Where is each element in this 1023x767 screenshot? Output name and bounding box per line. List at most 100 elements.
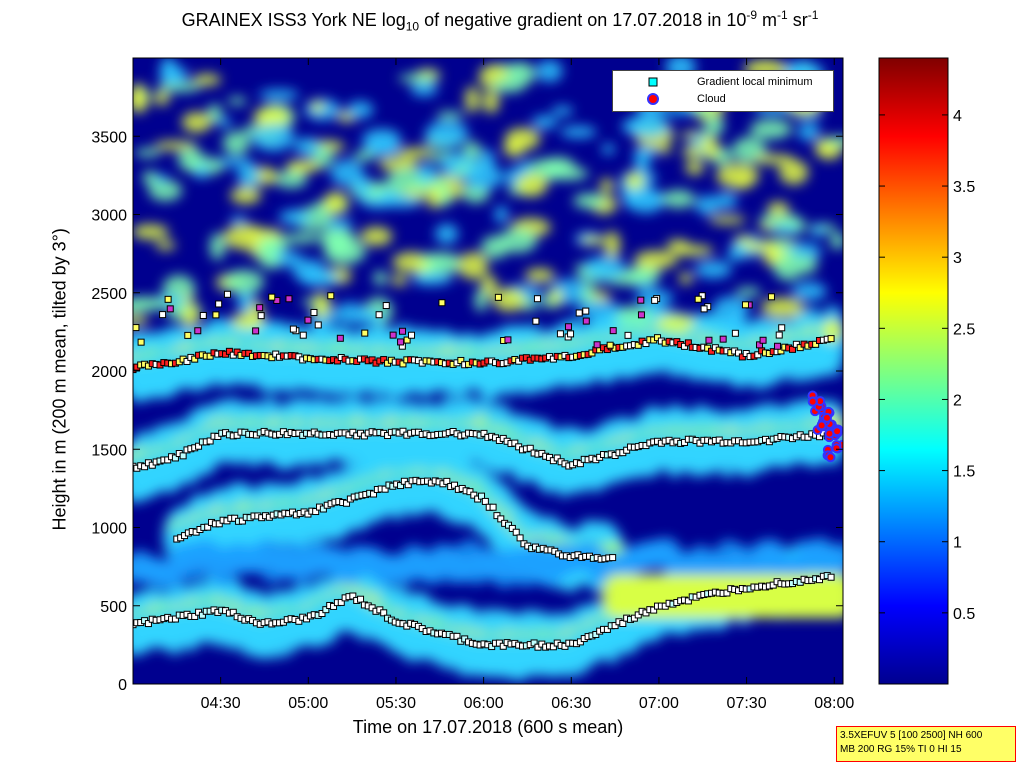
heatmap-upper-blob bbox=[373, 270, 387, 286]
gradient-minimum-marker bbox=[381, 485, 389, 493]
gradient-minimum-marker bbox=[198, 611, 206, 619]
heatmap-upper-blob bbox=[292, 259, 326, 283]
title-log-base: 10 bbox=[405, 19, 420, 34]
gradient-minimum-marker bbox=[778, 324, 786, 332]
gradient-minimum-marker bbox=[330, 602, 338, 610]
heatmap-upper-blob bbox=[155, 240, 176, 251]
title-exp3: -1 bbox=[807, 8, 819, 22]
gradient-minimum-marker bbox=[257, 312, 265, 320]
heatmap-upper-blob bbox=[330, 159, 364, 187]
gradient-minimum-marker bbox=[268, 293, 276, 301]
gradient-minimum-marker bbox=[530, 639, 538, 647]
x-tick-label: 06:00 bbox=[464, 695, 504, 712]
heatmap-upper-blob bbox=[824, 136, 843, 146]
gradient-minimum-marker bbox=[349, 428, 357, 436]
heatmap-upper-blob bbox=[287, 160, 322, 173]
gradient-minimum-marker bbox=[827, 335, 835, 343]
heatmap-upper-blob bbox=[681, 145, 705, 158]
gradient-minimum-marker bbox=[399, 327, 407, 335]
heatmap-upper-blob bbox=[749, 119, 793, 140]
heatmap-upper-blob bbox=[230, 215, 247, 224]
heatmap-upper-blob bbox=[679, 272, 693, 285]
heatmap-upper-blob bbox=[354, 175, 371, 198]
gradient-minimum-marker bbox=[223, 290, 231, 298]
heatmap-upper-blob bbox=[536, 59, 563, 83]
cloud-marker bbox=[807, 396, 818, 407]
legend: Gradient local minimum Cloud bbox=[612, 70, 834, 112]
gradient-minimum-marker bbox=[576, 460, 584, 468]
heatmap-upper-blob bbox=[624, 171, 645, 190]
y-tick-label: 3500 bbox=[91, 129, 127, 146]
gradient-minimum-marker bbox=[382, 302, 390, 310]
heatmap-upper-blob bbox=[435, 223, 459, 245]
heatmap-upper-blob bbox=[281, 233, 322, 244]
heatmap-upper-blob bbox=[360, 226, 393, 246]
gradient-minimum-marker bbox=[191, 355, 199, 363]
heatmap-upper-blob bbox=[644, 193, 667, 203]
heatmap-upper-blob bbox=[531, 115, 558, 129]
x-tick-label: 07:30 bbox=[727, 695, 767, 712]
gradient-minimum-marker bbox=[494, 293, 502, 301]
gradient-minimum-marker bbox=[754, 351, 762, 359]
heatmap-upper-blob bbox=[251, 124, 296, 152]
heatmap-upper-blob bbox=[685, 160, 704, 176]
gradient-minimum-marker bbox=[564, 323, 572, 331]
heatmap-upper-blob bbox=[323, 191, 348, 215]
gradient-minimum-marker bbox=[526, 444, 534, 452]
legend-entry-cloud: Cloud bbox=[613, 92, 833, 108]
gradient-minimum-marker bbox=[225, 347, 233, 355]
gradient-minimum-marker bbox=[361, 329, 369, 337]
legend-label-minimum: Gradient local minimum bbox=[697, 76, 813, 88]
gradient-minimum-marker bbox=[166, 305, 174, 313]
gradient-minimum-marker bbox=[171, 454, 179, 462]
heatmap-upper-blob bbox=[133, 224, 169, 240]
y-axis: 0 500 1000 1500 2000 2500 3000 3500 bbox=[91, 129, 843, 694]
gradient-minimum-marker bbox=[191, 612, 199, 620]
title-unit1: m bbox=[757, 10, 778, 30]
gradient-minimum-marker bbox=[141, 463, 149, 471]
heatmap-upper-blob bbox=[657, 145, 672, 154]
legend-entry-minimum: Gradient local minimum bbox=[613, 75, 833, 91]
gradient-minimum-marker bbox=[767, 293, 775, 301]
x-axis: 04:30 05:00 05:30 06:00 06:30 07:00 07:30 08:00 bbox=[201, 58, 854, 712]
gradient-minimum-marker bbox=[319, 505, 327, 513]
heatmap-upper-blob bbox=[797, 122, 821, 142]
gradient-minimum-marker bbox=[575, 309, 583, 317]
y-tick-label: 3000 bbox=[91, 208, 127, 225]
colorbar-tick-label: 1.5 bbox=[953, 464, 975, 481]
gradient-minimum-marker bbox=[268, 354, 276, 362]
heatmap-upper-blob bbox=[612, 305, 653, 327]
colorbar-axis: 0.5 1 1.5 2 2.5 3 3.5 4 bbox=[879, 108, 975, 623]
colorbar-tick-label: 0.5 bbox=[953, 606, 975, 623]
gradient-minimum-marker bbox=[289, 325, 297, 333]
gradient-minimum-marker bbox=[295, 617, 303, 625]
heatmap-upper-blob bbox=[148, 180, 183, 202]
gradient-minimum-marker bbox=[634, 611, 642, 619]
gradient-minimum-marker bbox=[204, 523, 212, 531]
heatmap-upper-blob bbox=[494, 205, 509, 224]
gradient-minimum-marker bbox=[480, 429, 488, 437]
gradient-minimum-marker bbox=[611, 622, 619, 630]
heatmap-upper-blob bbox=[791, 281, 827, 301]
y-tick-label: 2000 bbox=[91, 364, 127, 381]
y-tick-label: 1500 bbox=[91, 442, 127, 459]
heatmap-upper-blob bbox=[464, 164, 504, 190]
heatmap-upper-blob bbox=[209, 233, 226, 261]
gradient-minimum-marker bbox=[700, 305, 708, 313]
colorbar-tick-label: 1 bbox=[953, 535, 962, 552]
gradient-minimum-marker bbox=[511, 439, 519, 447]
heatmap-upper-blob bbox=[474, 288, 488, 312]
heatmap-upper-blob bbox=[708, 215, 747, 225]
heatmap-upper-blob bbox=[699, 136, 713, 146]
gradient-minimum-marker bbox=[438, 299, 446, 307]
heatmap-upper-blob bbox=[655, 314, 696, 331]
gradient-minimum-marker bbox=[408, 331, 416, 339]
heatmap-upper-blob bbox=[580, 235, 606, 245]
gradient-minimum-marker bbox=[285, 295, 293, 303]
gradient-minimum-marker bbox=[457, 356, 465, 364]
gradient-minimum-marker bbox=[171, 615, 179, 623]
gradient-minimum-marker bbox=[489, 503, 497, 511]
title-unit2: sr bbox=[787, 10, 808, 30]
heatmap-upper-blob bbox=[258, 236, 289, 252]
